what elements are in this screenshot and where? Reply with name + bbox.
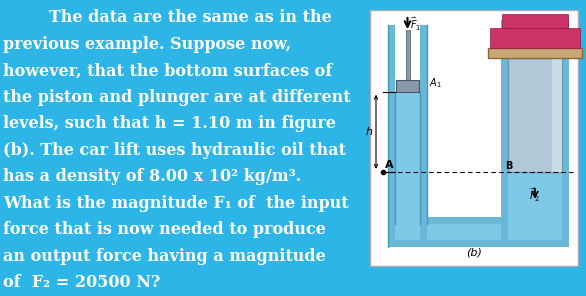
Bar [508, 172, 562, 224]
Bar [552, 58, 562, 172]
Bar [388, 25, 395, 240]
Bar [406, 30, 410, 80]
Text: B: B [505, 161, 512, 171]
Text: h: h [366, 127, 373, 137]
Text: has a density of 8.00 x 10² kg/m³.: has a density of 8.00 x 10² kg/m³. [3, 168, 301, 185]
Bar [388, 240, 427, 247]
Bar [420, 217, 508, 224]
Text: A: A [385, 160, 394, 170]
Text: the piston and plunger are at different: the piston and plunger are at different [3, 89, 350, 106]
Bar [420, 240, 508, 247]
Bar [488, 48, 582, 58]
Text: an output force having a magnitude: an output force having a magnitude [3, 248, 326, 265]
Text: force that is now needed to produce: force that is now needed to produce [3, 221, 326, 238]
Text: (b). The car lift uses hydraulic oil that: (b). The car lift uses hydraulic oil tha… [3, 142, 346, 159]
Bar [501, 20, 508, 247]
Text: $A_1$: $A_1$ [429, 76, 442, 90]
Text: levels, such that h = 1.10 m in figure: levels, such that h = 1.10 m in figure [3, 115, 336, 132]
Bar [395, 92, 420, 224]
Bar [420, 25, 427, 240]
Bar [388, 224, 569, 240]
Text: $\vec{F}_1$: $\vec{F}_1$ [411, 16, 422, 33]
Text: What is the magnitude F₁ of  the input: What is the magnitude F₁ of the input [3, 195, 349, 212]
Bar [396, 80, 419, 92]
Text: $\vec{F}_2$: $\vec{F}_2$ [529, 187, 541, 204]
Text: however, that the bottom surfaces of: however, that the bottom surfaces of [3, 62, 332, 79]
Text: of  F₂ = 20500 N?: of F₂ = 20500 N? [3, 274, 160, 291]
Text: (b): (b) [466, 248, 482, 258]
Bar [502, 14, 568, 28]
Bar [501, 240, 569, 247]
Bar [370, 10, 578, 266]
Bar [562, 20, 569, 247]
Bar [508, 58, 562, 172]
Text: The data are the same as in the: The data are the same as in the [49, 9, 331, 26]
Text: previous example. Suppose now,: previous example. Suppose now, [3, 36, 291, 53]
Bar [490, 28, 580, 48]
